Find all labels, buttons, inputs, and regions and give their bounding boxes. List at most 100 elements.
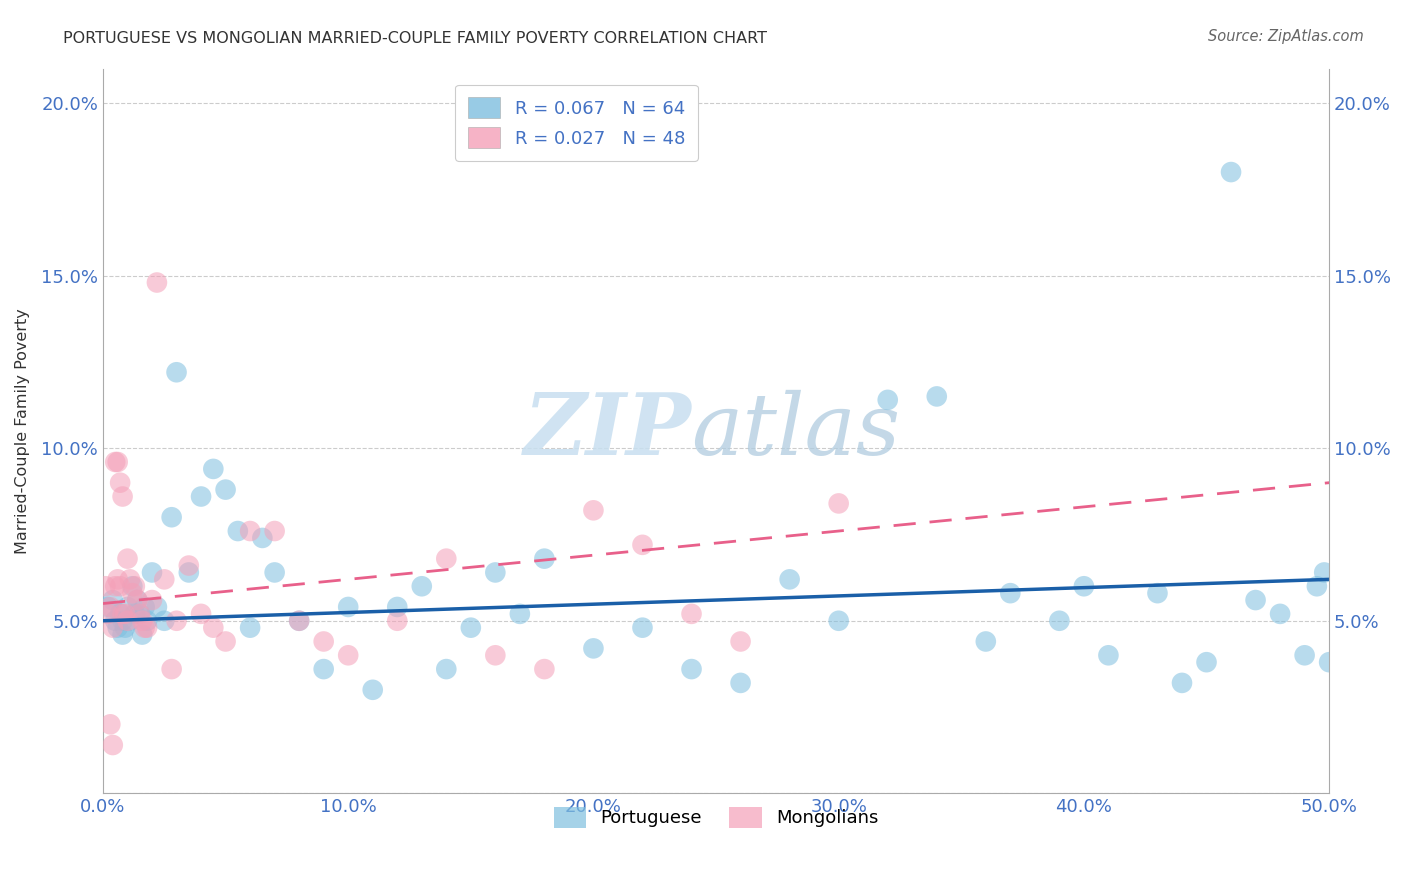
Point	[98, 717, 121, 731]
Point	[533, 662, 555, 676]
Point	[582, 503, 605, 517]
Point	[118, 572, 141, 586]
Point	[141, 566, 163, 580]
Point	[1313, 566, 1336, 580]
Point	[153, 614, 176, 628]
Point	[160, 510, 183, 524]
Point	[925, 389, 948, 403]
Point	[107, 455, 129, 469]
Y-axis label: Married-Couple Family Poverty: Married-Couple Family Poverty	[15, 308, 30, 554]
Point	[117, 614, 139, 628]
Point	[730, 634, 752, 648]
Point	[631, 538, 654, 552]
Point	[141, 593, 163, 607]
Point	[97, 607, 120, 621]
Point	[1268, 607, 1291, 621]
Point	[681, 662, 703, 676]
Point	[134, 621, 156, 635]
Point	[1171, 676, 1194, 690]
Point	[1097, 648, 1119, 663]
Point	[239, 524, 262, 538]
Point	[1073, 579, 1095, 593]
Point	[974, 634, 997, 648]
Point	[876, 392, 898, 407]
Text: PORTUGUESE VS MONGOLIAN MARRIED-COUPLE FAMILY POVERTY CORRELATION CHART: PORTUGUESE VS MONGOLIAN MARRIED-COUPLE F…	[63, 31, 768, 46]
Point	[111, 607, 134, 621]
Point	[118, 614, 141, 628]
Point	[337, 648, 360, 663]
Point	[136, 614, 159, 628]
Point	[160, 662, 183, 676]
Point	[136, 621, 159, 635]
Point	[827, 614, 849, 628]
Point	[108, 579, 131, 593]
Point	[533, 551, 555, 566]
Point	[263, 566, 285, 580]
Point	[460, 621, 482, 635]
Text: atlas: atlas	[692, 390, 901, 472]
Point	[131, 614, 153, 628]
Point	[312, 662, 335, 676]
Point	[361, 682, 384, 697]
Point	[681, 607, 703, 621]
Point	[1244, 593, 1267, 607]
Point	[411, 579, 433, 593]
Point	[434, 551, 457, 566]
Text: Source: ZipAtlas.com: Source: ZipAtlas.com	[1208, 29, 1364, 44]
Point	[1220, 165, 1243, 179]
Point	[98, 599, 121, 614]
Point	[582, 641, 605, 656]
Point	[97, 599, 120, 614]
Point	[127, 593, 149, 607]
Point	[177, 566, 200, 580]
Point	[104, 614, 127, 628]
Point	[107, 572, 129, 586]
Point	[214, 483, 236, 497]
Point	[114, 607, 136, 621]
Point	[1306, 579, 1329, 593]
Point	[484, 648, 506, 663]
Point	[153, 572, 176, 586]
Point	[1294, 648, 1316, 663]
Point	[226, 524, 249, 538]
Point	[114, 621, 136, 635]
Point	[111, 490, 134, 504]
Point	[252, 531, 274, 545]
Point	[263, 524, 285, 538]
Point	[134, 599, 156, 614]
Point	[94, 579, 117, 593]
Point	[117, 551, 139, 566]
Point	[239, 621, 262, 635]
Legend: Portuguese, Mongolians: Portuguese, Mongolians	[547, 800, 886, 835]
Point	[509, 607, 531, 621]
Point	[166, 365, 188, 379]
Point	[214, 634, 236, 648]
Point	[121, 586, 143, 600]
Point	[190, 490, 212, 504]
Point	[107, 621, 129, 635]
Point	[121, 579, 143, 593]
Point	[288, 614, 311, 628]
Point	[166, 614, 188, 628]
Point	[730, 676, 752, 690]
Point	[631, 621, 654, 635]
Point	[1000, 586, 1022, 600]
Point	[108, 475, 131, 490]
Point	[101, 738, 124, 752]
Point	[387, 614, 409, 628]
Point	[127, 593, 149, 607]
Point	[117, 599, 139, 614]
Point	[111, 614, 134, 628]
Point	[101, 621, 124, 635]
Point	[434, 662, 457, 676]
Point	[312, 634, 335, 648]
Point	[101, 593, 124, 607]
Point	[288, 614, 311, 628]
Point	[190, 607, 212, 621]
Point	[128, 607, 150, 621]
Point	[337, 599, 360, 614]
Point	[124, 579, 146, 593]
Point	[104, 579, 127, 593]
Point	[128, 607, 150, 621]
Point	[146, 276, 169, 290]
